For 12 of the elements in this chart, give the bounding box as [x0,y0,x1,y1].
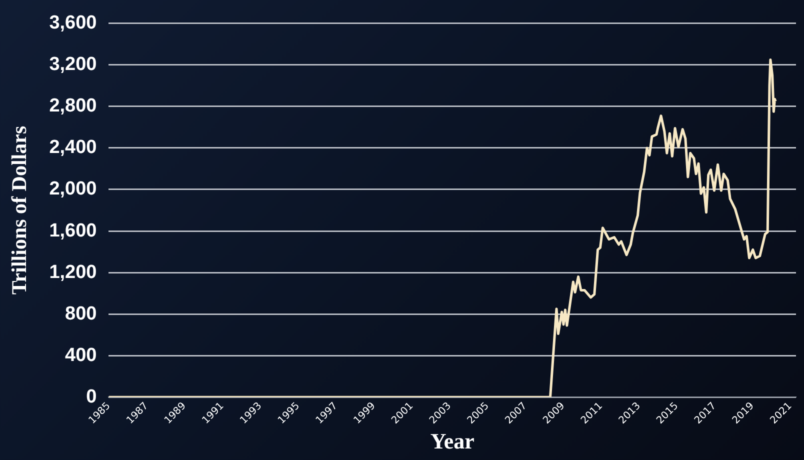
y-axis-title: Trillions of Dollars [7,126,32,295]
y-tick-label: 2,400 [49,137,97,158]
y-tick-label: 2,000 [49,178,97,200]
y-tick-label: 3,200 [49,54,97,76]
y-tick-label: 1,600 [49,220,97,242]
y-tick-label: 3,600 [49,12,97,34]
y-tick-label: 800 [65,303,97,324]
y-tick-label: 400 [65,344,97,366]
y-tick-label: 1,200 [49,262,97,283]
y-tick-label: 0 [86,386,97,408]
y-tick-label: 2,800 [49,96,97,117]
x-axis-title: Year [430,428,475,454]
